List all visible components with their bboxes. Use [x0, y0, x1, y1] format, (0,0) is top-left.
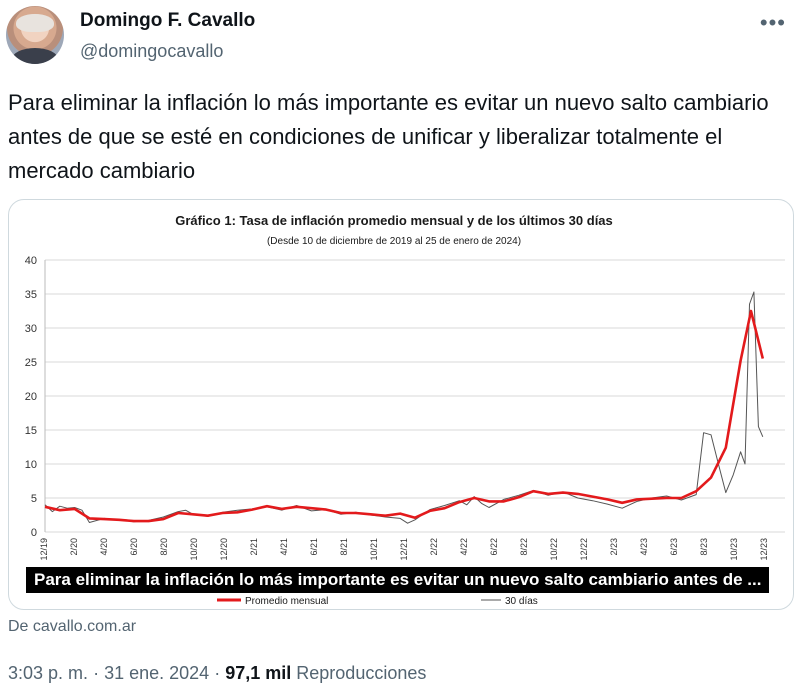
- chart-subtitle: (Desde 10 de diciembre de 2019 al 25 de …: [267, 236, 521, 247]
- x-tick-label: 12/19: [39, 538, 49, 561]
- x-tick-label: 12/22: [579, 538, 589, 561]
- x-tick-label: 6/21: [309, 538, 319, 556]
- chart-y-axis: 0 5 10 15 20 25 30 35 40: [25, 255, 37, 539]
- author-handle[interactable]: @domingocavallo: [80, 41, 224, 61]
- link-source[interactable]: De cavallo.com.ar: [8, 618, 137, 635]
- more-horizontal-icon[interactable]: •••: [759, 10, 786, 35]
- x-tick-label: 2/23: [609, 538, 619, 556]
- chart-grid: [44, 259, 785, 533]
- x-tick-label: 4/23: [639, 538, 649, 556]
- x-tick-label: 12/21: [399, 538, 409, 561]
- x-tick-label: 10/22: [549, 538, 559, 561]
- x-tick-label: 10/20: [189, 538, 199, 561]
- meta-separator: ·: [93, 663, 100, 683]
- x-tick-label: 10/23: [729, 538, 739, 561]
- y-tick-label: 5: [31, 493, 37, 505]
- avatar-shirt: [12, 48, 58, 64]
- x-tick-label: 10/21: [369, 538, 379, 561]
- chart-series: [44, 291, 765, 524]
- x-tick-label: 6/20: [129, 538, 139, 556]
- avatar-hair: [16, 14, 54, 32]
- legend-label-monthly: Promedio mensual: [245, 596, 328, 607]
- y-tick-label: 25: [25, 357, 37, 369]
- x-tick-label: 8/22: [519, 538, 529, 556]
- x-tick-label: 2/22: [429, 538, 439, 556]
- chart-title: Gráfico 1: Tasa de inflación promedio me…: [175, 213, 613, 228]
- y-tick-label: 20: [25, 391, 37, 403]
- tweet-text: Para eliminar la inflación lo más import…: [8, 90, 769, 183]
- y-tick-label: 15: [25, 425, 37, 437]
- legend-label-30d: 30 días: [505, 596, 538, 607]
- x-tick-label: 8/21: [339, 538, 349, 556]
- chart-legend: Promedio mensual 30 días: [217, 596, 538, 607]
- x-tick-label: 12/23: [759, 538, 769, 561]
- x-tick-label: 12/20: [219, 538, 229, 561]
- author-name[interactable]: Domingo F. Cavallo: [80, 10, 256, 31]
- tweet-media[interactable]: Gráfico 1: Tasa de inflación promedio me…: [8, 199, 794, 610]
- x-tick-label: 6/22: [489, 538, 499, 556]
- inflation-chart: Gráfico 1: Tasa de inflación promedio me…: [25, 213, 785, 607]
- x-tick-label: 4/20: [99, 538, 109, 556]
- avatar[interactable]: [6, 6, 64, 64]
- y-tick-label: 10: [25, 459, 37, 471]
- tweet-date[interactable]: 31 ene. 2024: [104, 663, 210, 683]
- tweet-author: Domingo F. Cavallo @domingocavallo: [80, 8, 255, 64]
- x-tick-label: 2/21: [249, 538, 259, 556]
- tweet-time[interactable]: 3:03 p. m.: [8, 663, 89, 683]
- x-tick-label: 4/22: [459, 538, 469, 556]
- x-tick-label: 8/23: [699, 538, 709, 556]
- series-line-30d: [44, 291, 764, 524]
- y-tick-label: 0: [31, 527, 37, 539]
- series-line-monthly: [44, 309, 765, 523]
- y-tick-label: 35: [25, 289, 37, 301]
- tweet-meta: 3:03 p. m. · 31 ene. 2024 · 97,1 mil Rep…: [8, 663, 426, 684]
- x-tick-label: 8/20: [159, 538, 169, 556]
- y-tick-label: 40: [25, 255, 37, 267]
- media-caption: Para eliminar la inflación lo más import…: [26, 567, 770, 593]
- x-tick-label: 6/23: [669, 538, 679, 556]
- meta-separator: ·: [214, 663, 221, 683]
- views-label: Reproducciones: [296, 663, 427, 683]
- y-tick-label: 30: [25, 323, 37, 335]
- x-tick-label: 2/20: [69, 538, 79, 556]
- views-count: 97,1 mil: [225, 663, 292, 683]
- chart-x-axis: 12/19 2/20 4/20 6/20 8/20 10/20 12/20 2/21 4/21 6…: [39, 538, 769, 561]
- x-tick-label: 4/21: [279, 538, 289, 556]
